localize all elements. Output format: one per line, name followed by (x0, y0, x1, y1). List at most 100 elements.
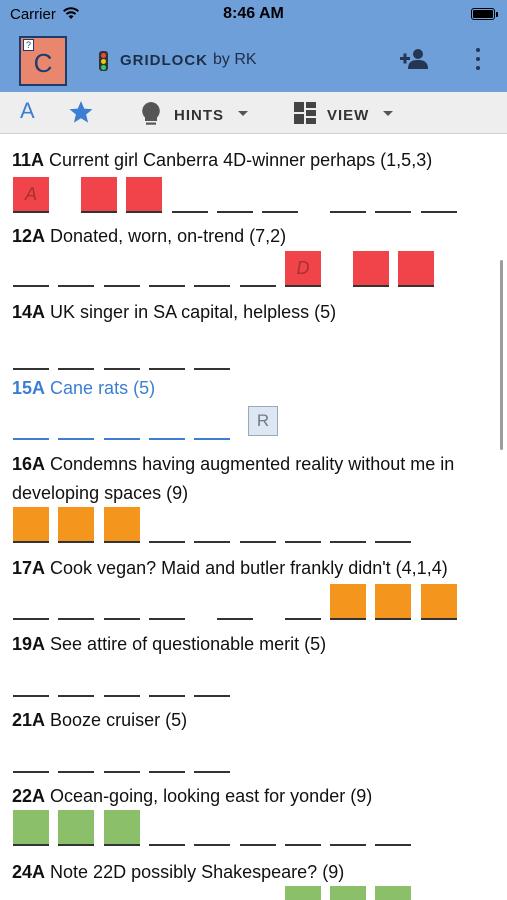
filled-cell[interactable] (398, 251, 434, 287)
answer-cell[interactable] (104, 251, 140, 287)
answer-cell[interactable] (58, 334, 94, 370)
answer-cell[interactable] (149, 334, 185, 370)
answer-cell[interactable] (240, 251, 276, 287)
clue-22a[interactable]: 22A Ocean-going, looking east for yonder… (12, 782, 492, 811)
answer-cell[interactable] (58, 886, 94, 900)
scrollbar[interactable] (500, 260, 503, 450)
answer-cell[interactable] (149, 507, 185, 543)
answer-row[interactable] (0, 810, 507, 850)
view-menu[interactable]: VIEW (327, 107, 370, 124)
answer-cell[interactable] (194, 661, 230, 697)
hints-menu[interactable]: HINTS (174, 107, 224, 124)
answer-cell[interactable] (330, 507, 366, 543)
answer-cell[interactable] (217, 177, 253, 213)
answer-cell[interactable] (149, 810, 185, 846)
answer-cell[interactable] (172, 177, 208, 213)
answer-cell-active[interactable] (194, 404, 230, 440)
answer-row[interactable] (0, 886, 507, 900)
filled-cell[interactable] (58, 810, 94, 846)
clue-14a[interactable]: 14A UK singer in SA capital, helpless (5… (12, 298, 492, 327)
answer-cell[interactable] (217, 584, 253, 620)
answer-cell[interactable] (285, 507, 321, 543)
answer-cell[interactable] (194, 251, 230, 287)
filled-cell[interactable] (375, 584, 411, 620)
answer-cell[interactable] (240, 810, 276, 846)
answer-cell[interactable] (13, 661, 49, 697)
filled-cell[interactable] (13, 507, 49, 543)
answer-row[interactable] (0, 661, 507, 701)
answer-cell[interactable] (58, 737, 94, 773)
answer-cell[interactable] (104, 886, 140, 900)
filled-cell[interactable] (330, 886, 366, 900)
answer-cell-active[interactable] (13, 404, 49, 440)
filled-cell[interactable] (58, 507, 94, 543)
clue-17a[interactable]: 17A Cook vegan? Maid and butler frankly … (12, 554, 492, 583)
clue-19a[interactable]: 19A See attire of questionable merit (5) (12, 630, 492, 659)
answer-cell[interactable] (104, 584, 140, 620)
filled-cell[interactable] (104, 810, 140, 846)
answer-cell-active[interactable] (58, 404, 94, 440)
filled-cell[interactable] (126, 177, 162, 213)
clue-list[interactable]: 11A Current girl Canberra 4D-winner perh… (0, 134, 507, 900)
clue-24a[interactable]: 24A Note 22D possibly Shakespeare? (9) (12, 858, 492, 887)
answer-cell[interactable] (58, 661, 94, 697)
clue-15a[interactable]: 15A Cane rats (5) (12, 374, 492, 403)
text-mode-button[interactable]: A (20, 98, 35, 123)
answer-cell[interactable] (240, 507, 276, 543)
filled-cell[interactable]: A (13, 177, 49, 213)
answer-row[interactable] (0, 334, 507, 374)
answer-row[interactable]: A (0, 177, 507, 217)
answer-cell[interactable] (13, 886, 49, 900)
answer-row[interactable] (0, 737, 507, 777)
answer-cell[interactable] (58, 584, 94, 620)
answer-cell[interactable] (194, 507, 230, 543)
answer-cell[interactable] (149, 251, 185, 287)
answer-cell[interactable] (262, 177, 298, 213)
answer-cell[interactable] (13, 251, 49, 287)
more-options-icon[interactable] (472, 46, 484, 72)
filled-cell[interactable] (330, 584, 366, 620)
answer-cell[interactable] (285, 810, 321, 846)
answer-cell[interactable] (330, 177, 366, 213)
view-caret-icon[interactable] (383, 111, 393, 116)
filled-cell[interactable] (81, 177, 117, 213)
answer-cell[interactable] (104, 334, 140, 370)
answer-cell[interactable] (194, 810, 230, 846)
answer-cell[interactable] (104, 661, 140, 697)
answer-cell[interactable] (13, 737, 49, 773)
answer-cell-active[interactable] (149, 404, 185, 440)
reveal-letter-button[interactable]: R (248, 406, 278, 436)
answer-cell[interactable] (240, 886, 276, 900)
add-person-icon[interactable] (398, 48, 430, 75)
answer-cell[interactable] (58, 251, 94, 287)
filled-cell[interactable] (13, 810, 49, 846)
answer-cell[interactable] (13, 584, 49, 620)
answer-row[interactable] (0, 584, 507, 624)
grid-view-icon[interactable] (294, 102, 318, 124)
answer-cell[interactable] (13, 334, 49, 370)
filled-cell[interactable] (104, 507, 140, 543)
answer-cell[interactable] (194, 886, 230, 900)
answer-cell[interactable] (194, 737, 230, 773)
filled-cell[interactable]: D (285, 251, 321, 287)
answer-cell[interactable] (375, 810, 411, 846)
answer-cell[interactable] (194, 334, 230, 370)
star-icon[interactable] (68, 100, 94, 129)
answer-cell[interactable] (149, 584, 185, 620)
hints-caret-icon[interactable] (238, 111, 248, 116)
answer-cell[interactable] (149, 661, 185, 697)
answer-cell[interactable] (421, 177, 457, 213)
answer-cell[interactable] (285, 584, 321, 620)
clue-21a[interactable]: 21A Booze cruiser (5) (12, 706, 492, 735)
answer-cell[interactable] (330, 810, 366, 846)
clue-16a[interactable]: 16A Condemns having augmented reality wi… (12, 450, 492, 508)
answer-row[interactable]: D (0, 251, 507, 291)
answer-row[interactable] (0, 507, 507, 547)
clue-11a[interactable]: 11A Current girl Canberra 4D-winner perh… (12, 146, 492, 175)
lightbulb-icon[interactable] (140, 101, 162, 132)
app-logo-icon[interactable]: ? C (19, 36, 67, 86)
answer-cell[interactable] (149, 886, 185, 900)
answer-cell[interactable] (375, 177, 411, 213)
answer-cell[interactable] (375, 507, 411, 543)
clue-12a[interactable]: 12A Donated, worn, on-trend (7,2) (12, 222, 492, 251)
